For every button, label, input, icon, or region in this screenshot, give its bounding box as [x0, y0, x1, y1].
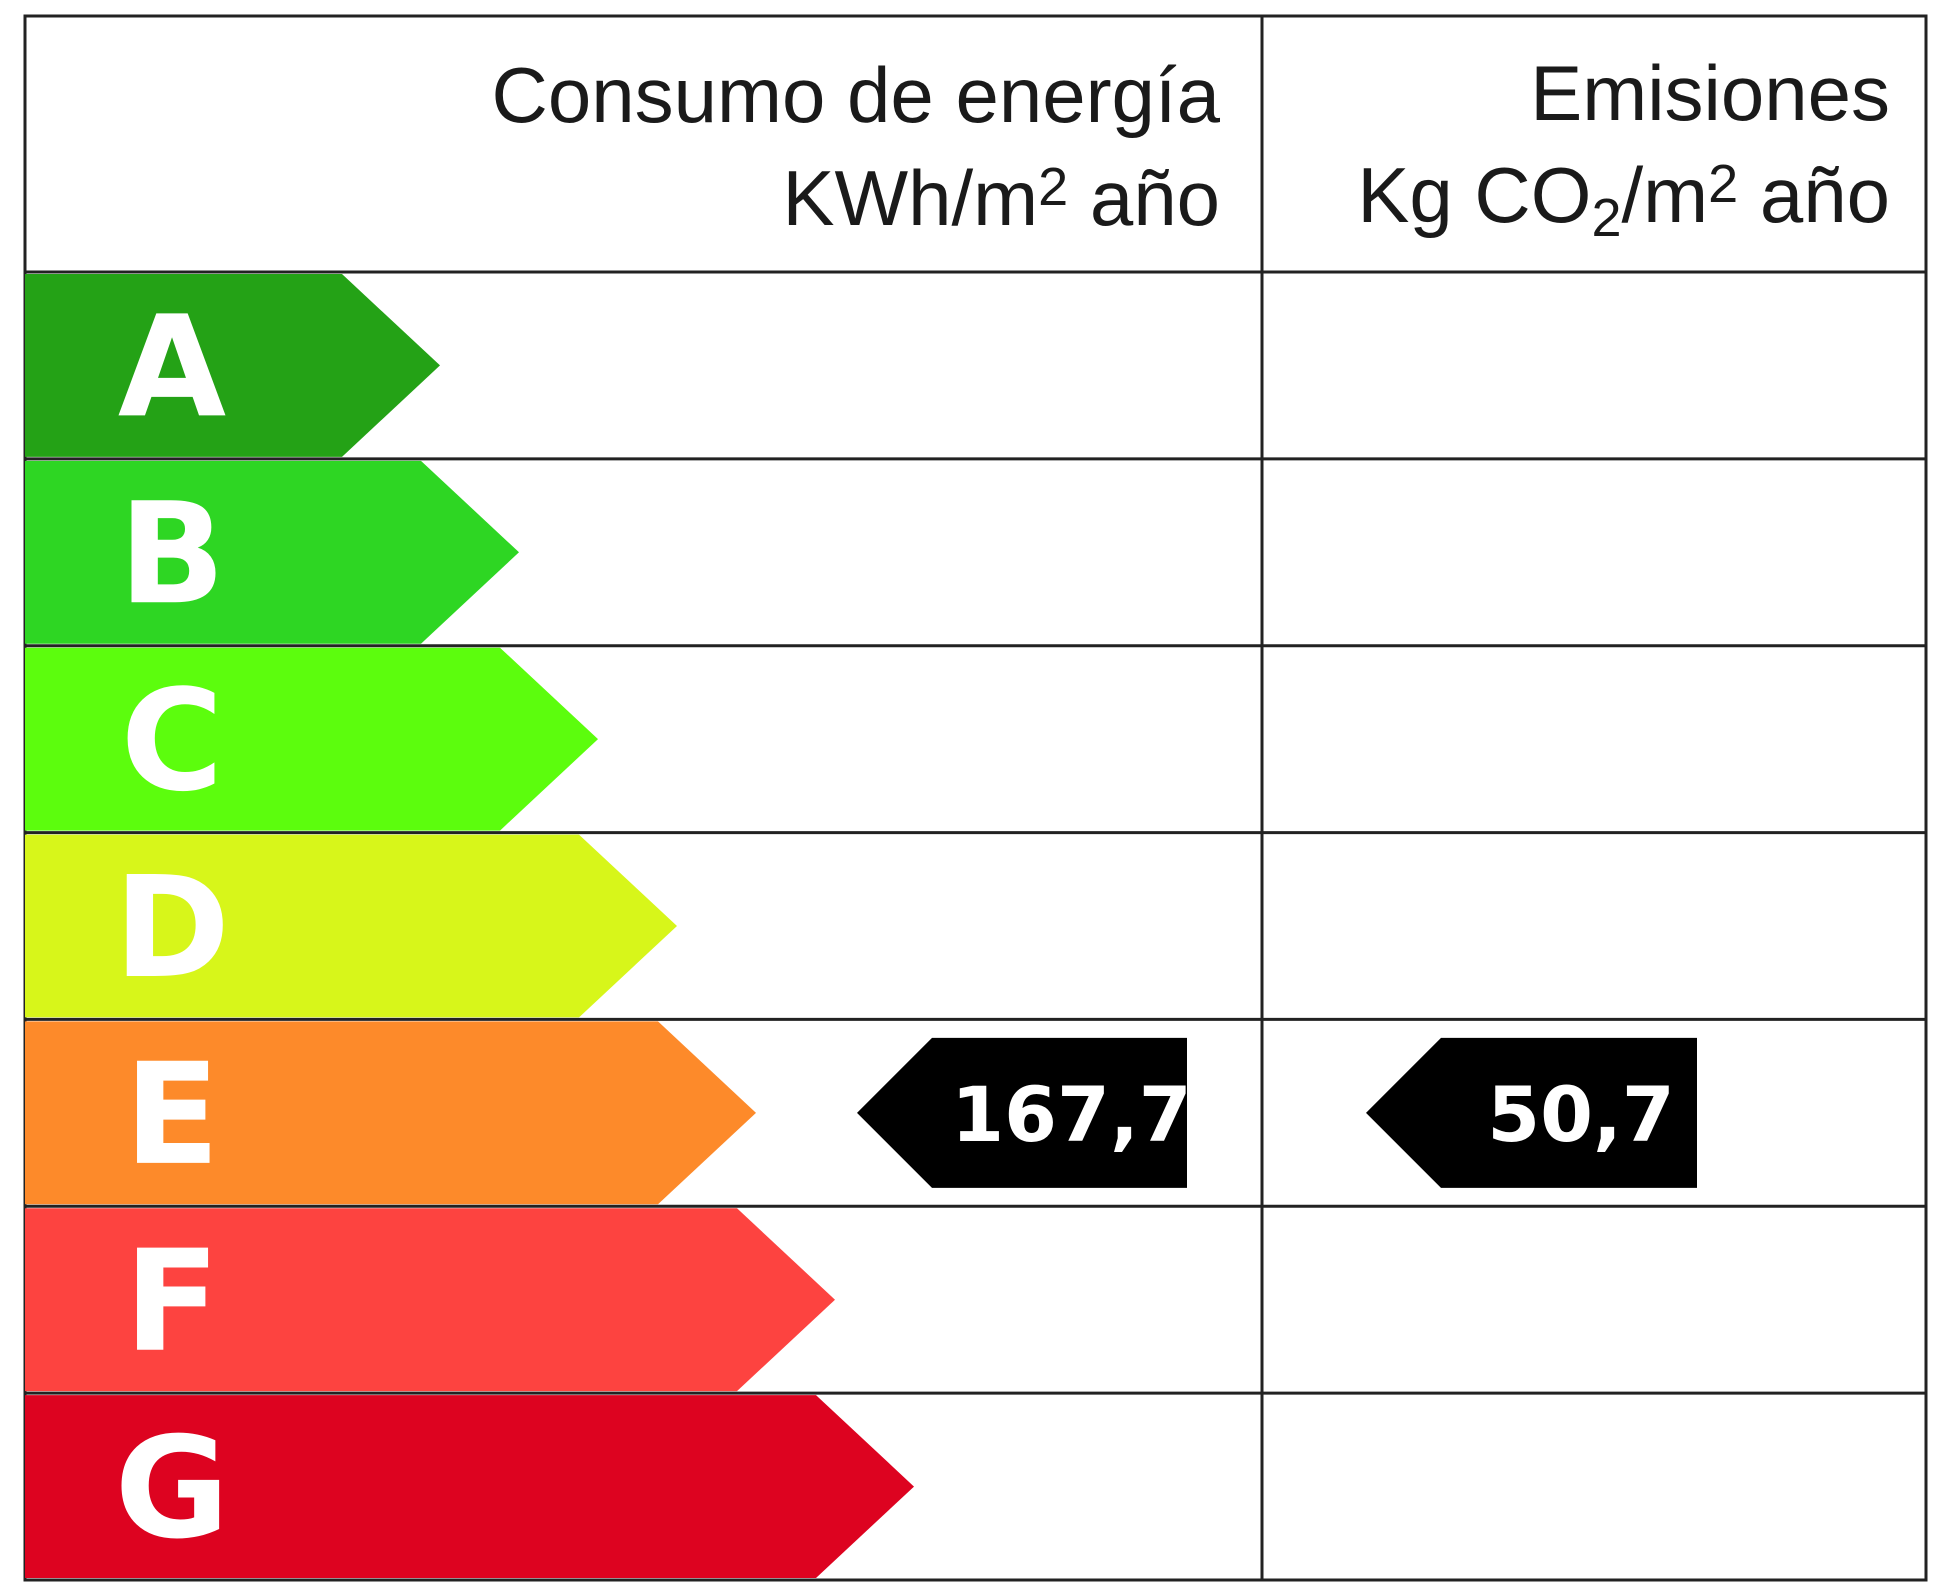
- class-arrow-b: [25, 460, 519, 644]
- class-arrow-f: [25, 1208, 835, 1392]
- class-letter-c: C: [121, 660, 224, 823]
- energy-unit: KWh/m2 año: [782, 154, 1220, 242]
- class-letter-g: G: [115, 1408, 230, 1571]
- class-arrow-g: [25, 1395, 914, 1578]
- class-arrow-c: [25, 647, 598, 831]
- class-letter-a: A: [118, 286, 226, 449]
- emissions-title: Emisiones: [1530, 49, 1890, 137]
- rating-rows: [25, 270, 1926, 1395]
- energy-pointer: [857, 1037, 1187, 1188]
- energy-value: 167,7: [951, 1070, 1191, 1159]
- class-arrow-a: [25, 274, 440, 457]
- class-letter-f: F: [124, 1221, 220, 1384]
- emissions-unit: Kg CO2/m2 año: [1357, 151, 1890, 248]
- class-letter-d: D: [114, 847, 230, 1010]
- energy-indicator: 167,7: [857, 1037, 1192, 1188]
- class-arrow-e: [25, 1021, 756, 1205]
- class-arrow-d: [25, 834, 677, 1018]
- emissions-pointer: [1366, 1037, 1697, 1188]
- emissions-value: 50,7: [1487, 1070, 1675, 1159]
- class-letter-b: B: [119, 473, 226, 636]
- class-letter-e: E: [124, 1034, 220, 1197]
- energy-title: Consumo de energía: [492, 51, 1221, 139]
- emissions-indicator: 50,7: [1366, 1037, 1697, 1188]
